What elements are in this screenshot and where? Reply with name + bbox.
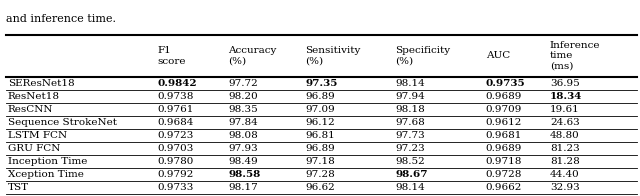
- Text: 97.84: 97.84: [228, 118, 258, 127]
- Text: 36.95: 36.95: [550, 79, 580, 88]
- Text: 96.81: 96.81: [305, 131, 335, 140]
- Text: 24.63: 24.63: [550, 118, 580, 127]
- Text: 98.67: 98.67: [396, 170, 428, 179]
- Text: 0.9735: 0.9735: [486, 79, 525, 88]
- Text: 19.61: 19.61: [550, 105, 580, 114]
- Text: 98.08: 98.08: [228, 131, 258, 140]
- Text: 97.93: 97.93: [228, 144, 258, 153]
- Text: 97.94: 97.94: [396, 92, 426, 101]
- Text: 98.58: 98.58: [228, 170, 260, 179]
- Text: 97.09: 97.09: [305, 105, 335, 114]
- Text: TST: TST: [8, 183, 29, 192]
- Text: Xception Time: Xception Time: [8, 170, 84, 179]
- Text: 0.9689: 0.9689: [486, 144, 522, 153]
- Text: GRU FCN: GRU FCN: [8, 144, 60, 153]
- Text: Specificity
(%): Specificity (%): [396, 46, 451, 66]
- Text: 48.80: 48.80: [550, 131, 580, 140]
- Text: 98.52: 98.52: [396, 157, 426, 166]
- Text: and inference time.: and inference time.: [6, 14, 116, 24]
- Text: 0.9681: 0.9681: [486, 131, 522, 140]
- Text: 0.9761: 0.9761: [157, 105, 194, 114]
- Text: 0.9662: 0.9662: [486, 183, 522, 192]
- Text: 81.28: 81.28: [550, 157, 580, 166]
- Text: 32.93: 32.93: [550, 183, 580, 192]
- Text: Sequence StrokeNet: Sequence StrokeNet: [8, 118, 116, 127]
- Text: 97.68: 97.68: [396, 118, 426, 127]
- Text: 97.18: 97.18: [305, 157, 335, 166]
- Text: 0.9612: 0.9612: [486, 118, 522, 127]
- Text: 96.62: 96.62: [305, 183, 335, 192]
- Text: 0.9780: 0.9780: [157, 157, 194, 166]
- Text: 18.34: 18.34: [550, 92, 582, 101]
- Text: 0.9842: 0.9842: [157, 79, 197, 88]
- Text: ResCNN: ResCNN: [8, 105, 53, 114]
- Text: 0.9718: 0.9718: [486, 157, 522, 166]
- Text: 98.20: 98.20: [228, 92, 258, 101]
- Text: 0.9728: 0.9728: [486, 170, 522, 179]
- Text: 96.12: 96.12: [305, 118, 335, 127]
- Text: 0.9703: 0.9703: [157, 144, 194, 153]
- Text: 0.9738: 0.9738: [157, 92, 194, 101]
- Text: AUC: AUC: [486, 51, 510, 60]
- Text: 98.35: 98.35: [228, 105, 258, 114]
- Text: 97.23: 97.23: [396, 144, 426, 153]
- Text: 0.9792: 0.9792: [157, 170, 194, 179]
- Text: 98.14: 98.14: [396, 79, 426, 88]
- Text: 97.35: 97.35: [305, 79, 338, 88]
- Text: 81.23: 81.23: [550, 144, 580, 153]
- Text: 96.89: 96.89: [305, 144, 335, 153]
- Text: Inception Time: Inception Time: [8, 157, 87, 166]
- Text: F1
score: F1 score: [157, 46, 186, 66]
- Text: 0.9684: 0.9684: [157, 118, 194, 127]
- Text: Sensitivity
(%): Sensitivity (%): [305, 46, 361, 66]
- Text: 98.49: 98.49: [228, 157, 258, 166]
- Text: LSTM FCN: LSTM FCN: [8, 131, 67, 140]
- Text: SEResNet18: SEResNet18: [8, 79, 74, 88]
- Text: 98.14: 98.14: [396, 183, 426, 192]
- Text: 0.9733: 0.9733: [157, 183, 194, 192]
- Text: 97.73: 97.73: [396, 131, 426, 140]
- Text: 0.9709: 0.9709: [486, 105, 522, 114]
- Text: 0.9723: 0.9723: [157, 131, 194, 140]
- Text: Inference
time
(ms): Inference time (ms): [550, 41, 600, 71]
- Text: ResNet18: ResNet18: [8, 92, 60, 101]
- Text: Accuracy
(%): Accuracy (%): [228, 46, 276, 66]
- Text: 97.28: 97.28: [305, 170, 335, 179]
- Text: 98.18: 98.18: [396, 105, 426, 114]
- Text: 96.89: 96.89: [305, 92, 335, 101]
- Text: 44.40: 44.40: [550, 170, 580, 179]
- Text: 98.17: 98.17: [228, 183, 258, 192]
- Text: 0.9689: 0.9689: [486, 92, 522, 101]
- Text: 97.72: 97.72: [228, 79, 258, 88]
